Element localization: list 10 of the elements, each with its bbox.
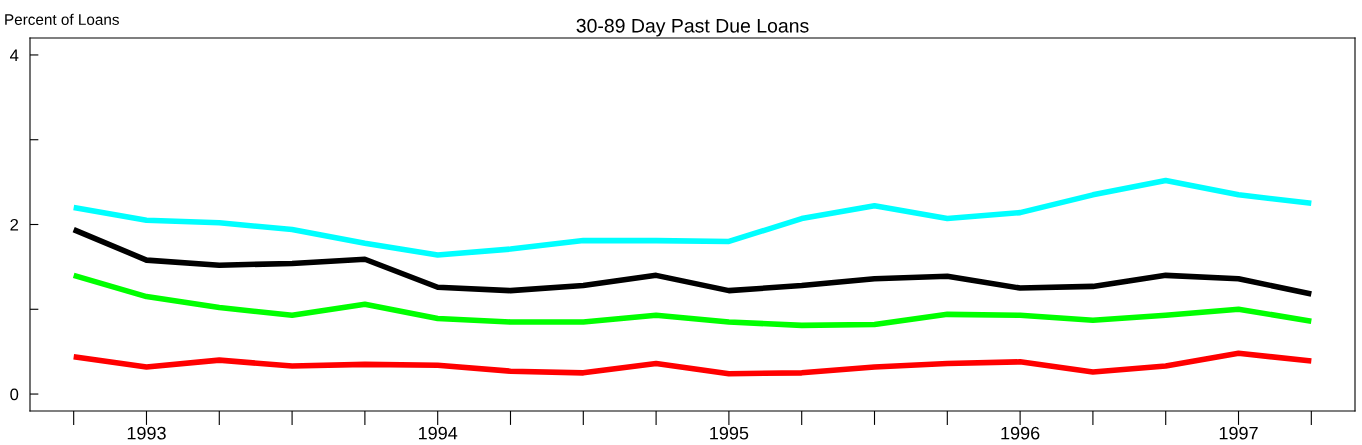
x-tick-label: 1993 [127, 426, 166, 440]
x-tick-label: 1996 [1001, 426, 1040, 440]
x-tick-label: 1997 [1219, 426, 1258, 440]
x-tick-label: 1994 [418, 426, 458, 440]
y-axis-title: Percent of Loans [5, 13, 119, 25]
x-tick-label: 1995 [710, 426, 749, 440]
y-tick-label: 0 [10, 388, 19, 401]
y-tick-label: 4 [10, 49, 19, 61]
chart-title: 30-89 Day Past Due Loans [576, 18, 809, 37]
y-tick-label: 2 [10, 218, 19, 231]
